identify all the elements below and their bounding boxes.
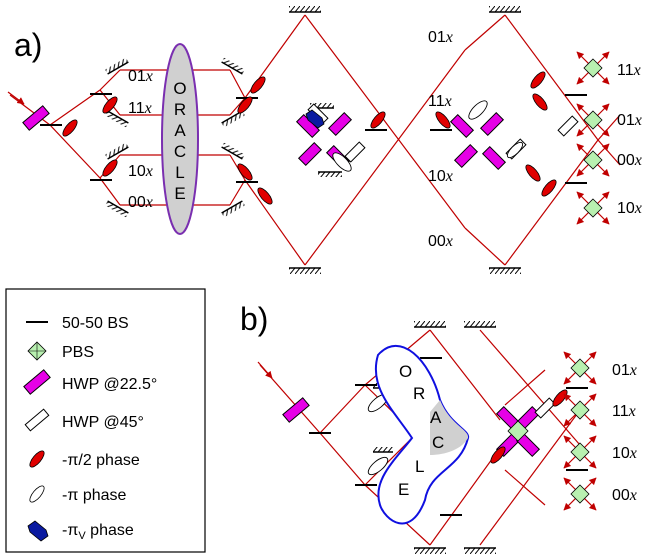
beam-splitters-b	[309, 357, 588, 516]
hwp-22-5-b	[282, 397, 541, 458]
oracle-a	[161, 43, 199, 235]
svg-text:O: O	[173, 79, 186, 98]
svg-text:R: R	[174, 100, 186, 119]
svg-text:01x: 01x	[617, 112, 642, 129]
oracle-b	[374, 344, 470, 525]
beams-a	[9, 14, 621, 266]
svg-text:11x: 11x	[617, 62, 641, 79]
input-arrow-a	[7, 91, 25, 105]
labels-b: 01x 11x 10x 00x	[612, 362, 637, 504]
pbs-outputs-a	[576, 51, 610, 225]
svg-text:A: A	[430, 408, 442, 427]
svg-text:11x: 11x	[128, 100, 152, 117]
legend-phase-v-icon	[27, 520, 49, 542]
panel-a: a)	[7, 6, 642, 274]
hwp-22-5-a	[22, 105, 507, 171]
oracle-b-shade	[430, 400, 469, 455]
legend: 50-50 BS PBS HWP @22.5° HWP @45° -π/2 ph…	[5, 288, 206, 553]
phase-v-icon-a	[305, 109, 325, 129]
svg-text:L: L	[415, 457, 424, 476]
svg-text:00x: 00x	[617, 152, 642, 169]
legend-hwp45-icon	[24, 408, 50, 432]
svg-text:E: E	[174, 184, 185, 203]
svg-text:E: E	[398, 480, 409, 499]
svg-text:10x: 10x	[617, 200, 642, 217]
mirrors-a	[105, 6, 521, 274]
svg-text:00x: 00x	[612, 487, 637, 504]
panel-b-label: b)	[240, 301, 268, 337]
labels-a: 01x 11x 10x 00x 01x 11x 10x 00x 11x 01x …	[128, 29, 642, 250]
svg-text:A: A	[174, 121, 186, 140]
svg-text:O: O	[399, 362, 412, 381]
phase-pi-a	[332, 100, 524, 172]
panel-b: b)	[240, 301, 637, 554]
pbs-outputs-b	[563, 351, 597, 511]
legend-hwp225-icon	[23, 369, 51, 395]
legend-phase-pi-label: -π phase	[62, 487, 127, 504]
hwp-45-a	[307, 103, 579, 163]
svg-text:10x: 10x	[128, 163, 153, 180]
svg-text:C: C	[174, 142, 186, 161]
legend-phase-v-label: -πV phase	[62, 522, 134, 542]
svg-text:01x: 01x	[612, 362, 637, 379]
legend-phase-half-icon	[29, 450, 45, 468]
svg-text:11x: 11x	[612, 403, 636, 420]
svg-text:10x: 10x	[428, 168, 453, 185]
svg-text:11x: 11x	[428, 93, 452, 110]
legend-phase-half-label: -π/2 phase	[62, 452, 140, 469]
svg-text:R: R	[413, 384, 425, 403]
pbs-center-b	[507, 420, 529, 442]
panel-a-label: a)	[14, 27, 42, 63]
phase-pi-b	[367, 393, 389, 476]
svg-text:01x: 01x	[428, 29, 453, 46]
svg-text:C: C	[432, 433, 444, 452]
svg-text:00x: 00x	[428, 233, 453, 250]
legend-bs-label: 50-50 BS	[62, 315, 129, 332]
oracle-b-letters: O R A C L E	[398, 362, 444, 499]
input-arrow-b	[257, 361, 273, 379]
svg-text:L: L	[175, 163, 184, 182]
legend-phase-pi-icon	[29, 485, 45, 503]
oracle-a-letters: O R A C L E	[173, 79, 186, 203]
hwp-45-b	[534, 397, 556, 419]
legend-pbs-label: PBS	[62, 344, 94, 361]
svg-text:01x: 01x	[128, 68, 153, 85]
svg-text:10x: 10x	[612, 445, 637, 462]
svg-text:00x: 00x	[128, 194, 153, 211]
legend-hwp45-label: HWP @45°	[62, 414, 144, 431]
phase-half-a	[62, 71, 557, 205]
legend-hwp225-label: HWP @22.5°	[62, 376, 157, 393]
